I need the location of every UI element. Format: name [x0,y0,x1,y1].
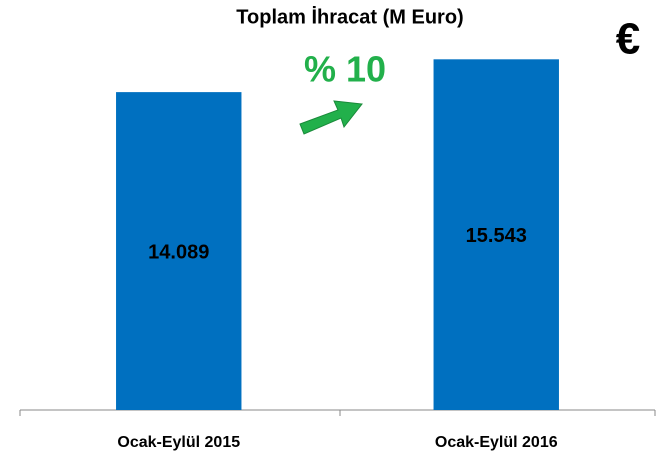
arrow-shape [299,100,363,135]
x-tick-label: Ocak-Eylül 2016 [435,434,558,451]
growth-annotation: % 10 [304,49,386,90]
growth-arrow [299,100,363,135]
data-label: 14.089 [148,241,209,263]
data-label: 15.543 [466,225,527,247]
chart-title: Toplam İhracat (M Euro) [236,5,463,28]
euro-symbol: € [616,15,640,64]
bar [433,59,559,410]
x-tick-label: Ocak-Eylül 2015 [117,434,240,451]
bar [116,92,242,410]
